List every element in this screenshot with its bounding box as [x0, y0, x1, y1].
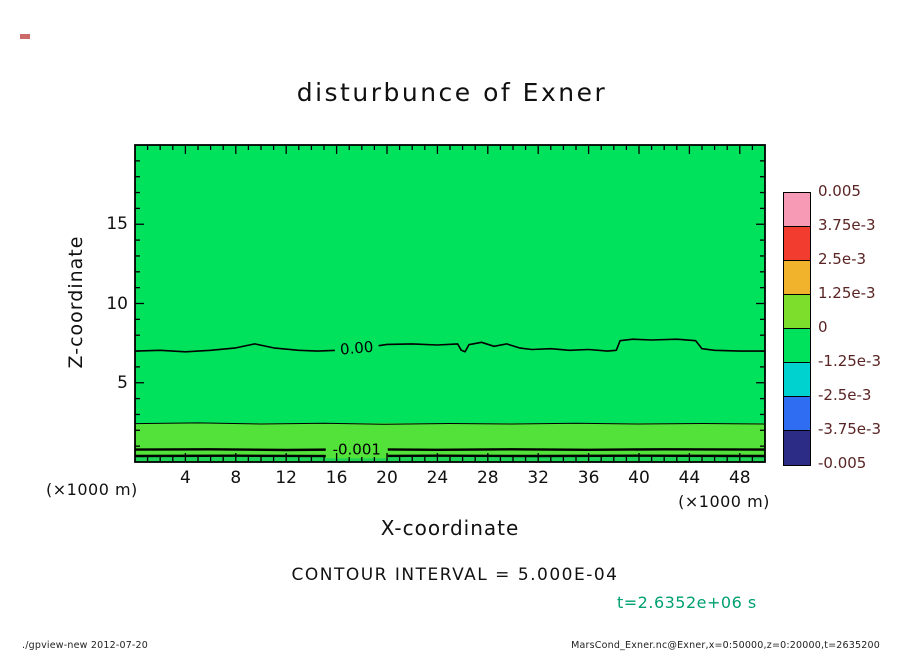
tick-marks	[135, 145, 765, 462]
x-axis-label: X-coordinate	[380, 516, 520, 540]
x-tick-label: 4	[179, 468, 191, 488]
colorbar-tick-label: 0	[818, 318, 828, 336]
x-axis-unit: (×1000 m)	[678, 492, 770, 511]
contour-label: 0.00	[339, 338, 374, 359]
y-tick-label: 15	[106, 214, 128, 235]
time-note: t=2.6352e+06 s	[617, 593, 757, 612]
x-tick-label: 12	[275, 468, 297, 488]
stray-mark	[20, 34, 30, 39]
colorbar-tick-label: 2.5e-3	[818, 250, 867, 268]
x-tick-label: 8	[230, 468, 242, 488]
colorbar-cell	[784, 431, 810, 465]
field-fill	[135, 145, 765, 462]
contour-line-0	[134, 338, 765, 353]
contour-label-group: -0.001	[325, 440, 388, 459]
contour-label-bg	[334, 337, 380, 360]
colorbar	[783, 192, 811, 466]
colorbar-tick-label: -0.005	[818, 454, 867, 472]
contour-label-group: 0.00	[334, 337, 380, 360]
x-tick-label: 20	[376, 468, 398, 488]
x-tick-label: 32	[527, 468, 549, 488]
colorbar-tick-label: -3.75e-3	[818, 420, 881, 438]
colorbar-tick-label: 1.25e-3	[818, 284, 876, 302]
colorbar-cell	[784, 295, 810, 329]
x-tick-label: 44	[678, 468, 701, 488]
footer-command: ./gpview-new 2012-07-20	[22, 640, 149, 651]
chart-title: disturbunce of Exner	[296, 78, 608, 107]
x-tick-label: 28	[476, 468, 499, 488]
x-tick-label: 24	[426, 468, 449, 488]
contour-interval-note: CONTOUR INTERVAL = 5.000E-04	[291, 565, 619, 585]
colorbar-cell	[784, 261, 810, 295]
colorbar-cell	[784, 363, 810, 397]
colorbar-tick-label: 3.75e-3	[818, 216, 876, 234]
footer-source: MarsCond_Exner.nc@Exner,x=0:50000,z=0:20…	[571, 640, 880, 651]
colorbar-tick-label: -1.25e-3	[818, 352, 881, 370]
y-axis-unit: (×1000 m)	[46, 480, 138, 499]
colorbar-cell	[784, 397, 810, 431]
x-tick-label: 16	[325, 468, 348, 488]
colorbar-tick-label: 0.005	[818, 182, 861, 200]
y-axis-label: Z-coordinate	[65, 235, 87, 369]
contour-label-bg	[325, 440, 388, 459]
contour-line--0.001	[134, 448, 766, 452]
y-tick-label: 5	[117, 372, 128, 393]
colorbar-tick-label: -2.5e-3	[818, 386, 872, 404]
y-tick-label: 10	[106, 293, 128, 314]
contour-label: -0.001	[333, 440, 381, 458]
x-tick-label: 48	[728, 468, 751, 488]
x-tick-label: 36	[577, 468, 600, 488]
x-tick-label: 40	[628, 468, 650, 488]
colorbar-cell	[784, 193, 810, 227]
contour-line--0.0005	[134, 422, 766, 425]
colorbar-cell	[784, 329, 810, 363]
colorbar-cell	[784, 227, 810, 261]
